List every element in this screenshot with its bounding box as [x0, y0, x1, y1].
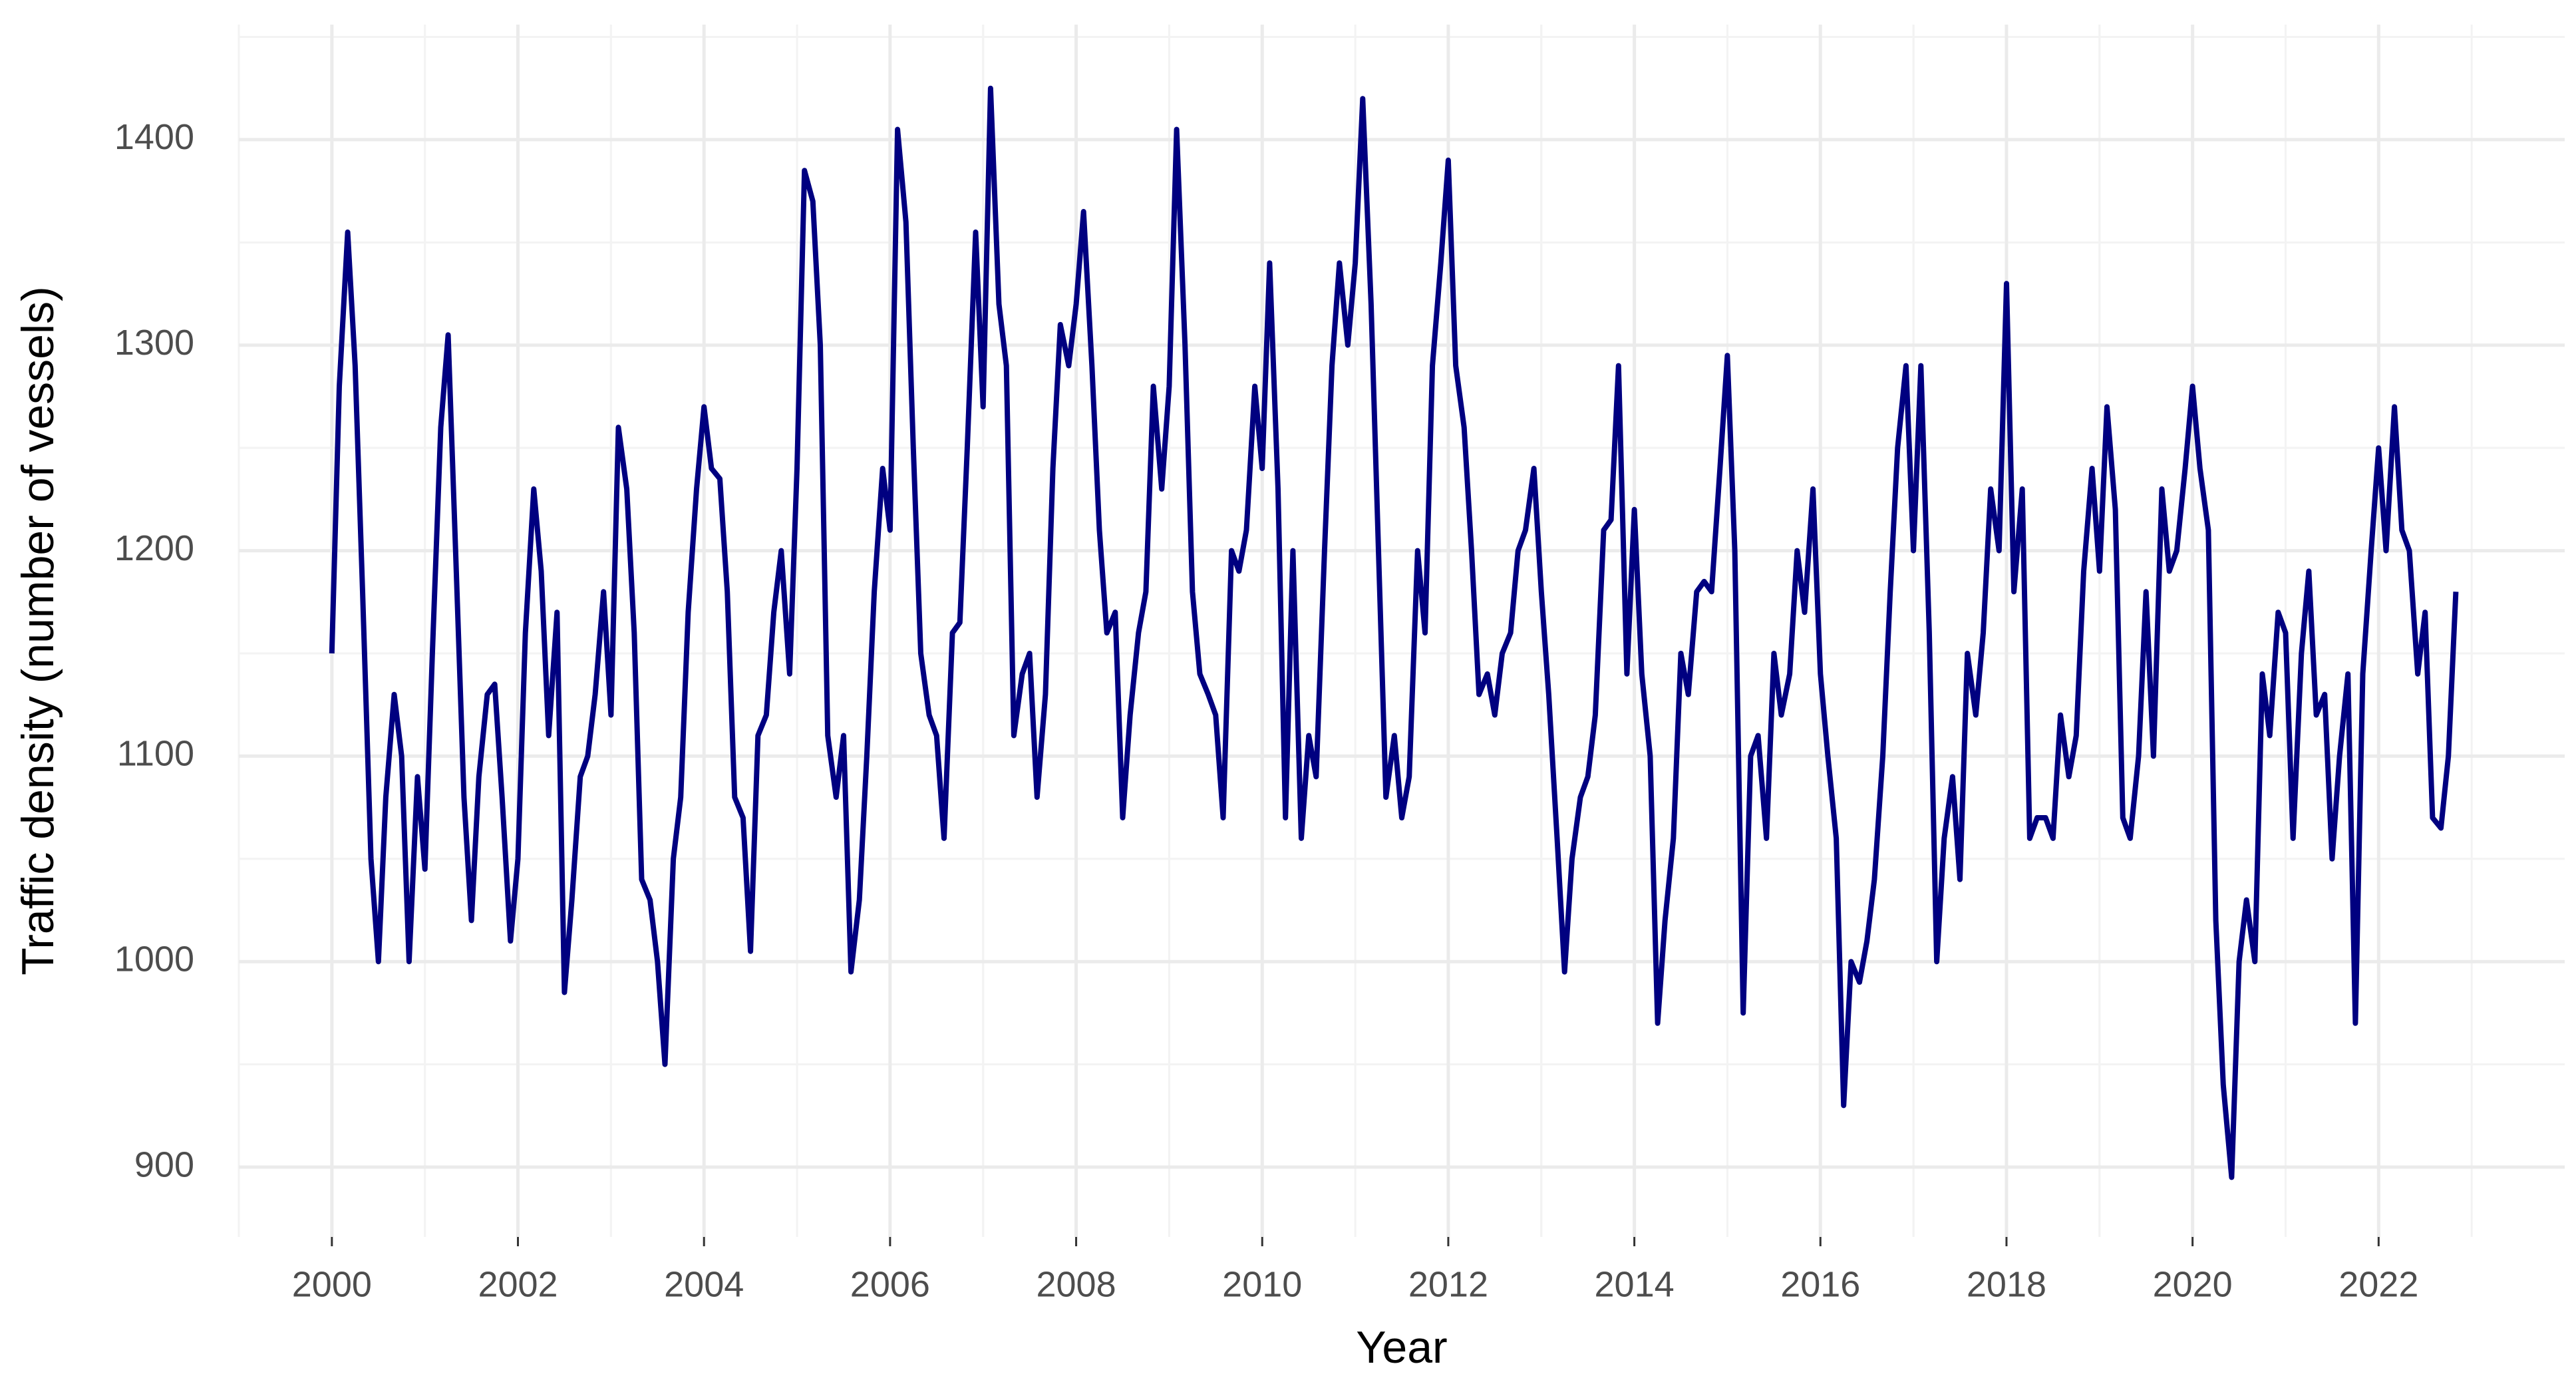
y-tick-label: 1100 — [117, 734, 194, 774]
x-tick-label: 2018 — [1967, 1264, 2046, 1304]
y-axis-title: Traffic density (number of vessels) — [13, 286, 63, 975]
x-tick-label: 2010 — [1222, 1264, 1302, 1304]
y-tick-label: 1400 — [114, 117, 194, 157]
y-tick-label: 1200 — [114, 528, 194, 568]
x-tick-label: 2006 — [850, 1264, 930, 1304]
x-tick-label: 2014 — [1595, 1264, 1675, 1304]
x-tick-label: 2004 — [664, 1264, 744, 1304]
y-tick-label: 1000 — [114, 939, 194, 979]
x-tick-label: 2022 — [2338, 1264, 2418, 1304]
y-tick-label: 1300 — [114, 323, 194, 363]
x-tick-label: 2000 — [292, 1264, 372, 1304]
x-axis-title: Year — [1356, 1322, 1447, 1373]
x-tick-label: 2008 — [1036, 1264, 1116, 1304]
data-line — [329, 85, 2459, 1180]
x-tick-label: 2002 — [478, 1264, 558, 1304]
y-tick-label: 900 — [134, 1144, 194, 1184]
x-tick-label: 2020 — [2153, 1264, 2233, 1304]
x-tick-label: 2012 — [1408, 1264, 1488, 1304]
x-tick-label: 2016 — [1780, 1264, 1860, 1304]
